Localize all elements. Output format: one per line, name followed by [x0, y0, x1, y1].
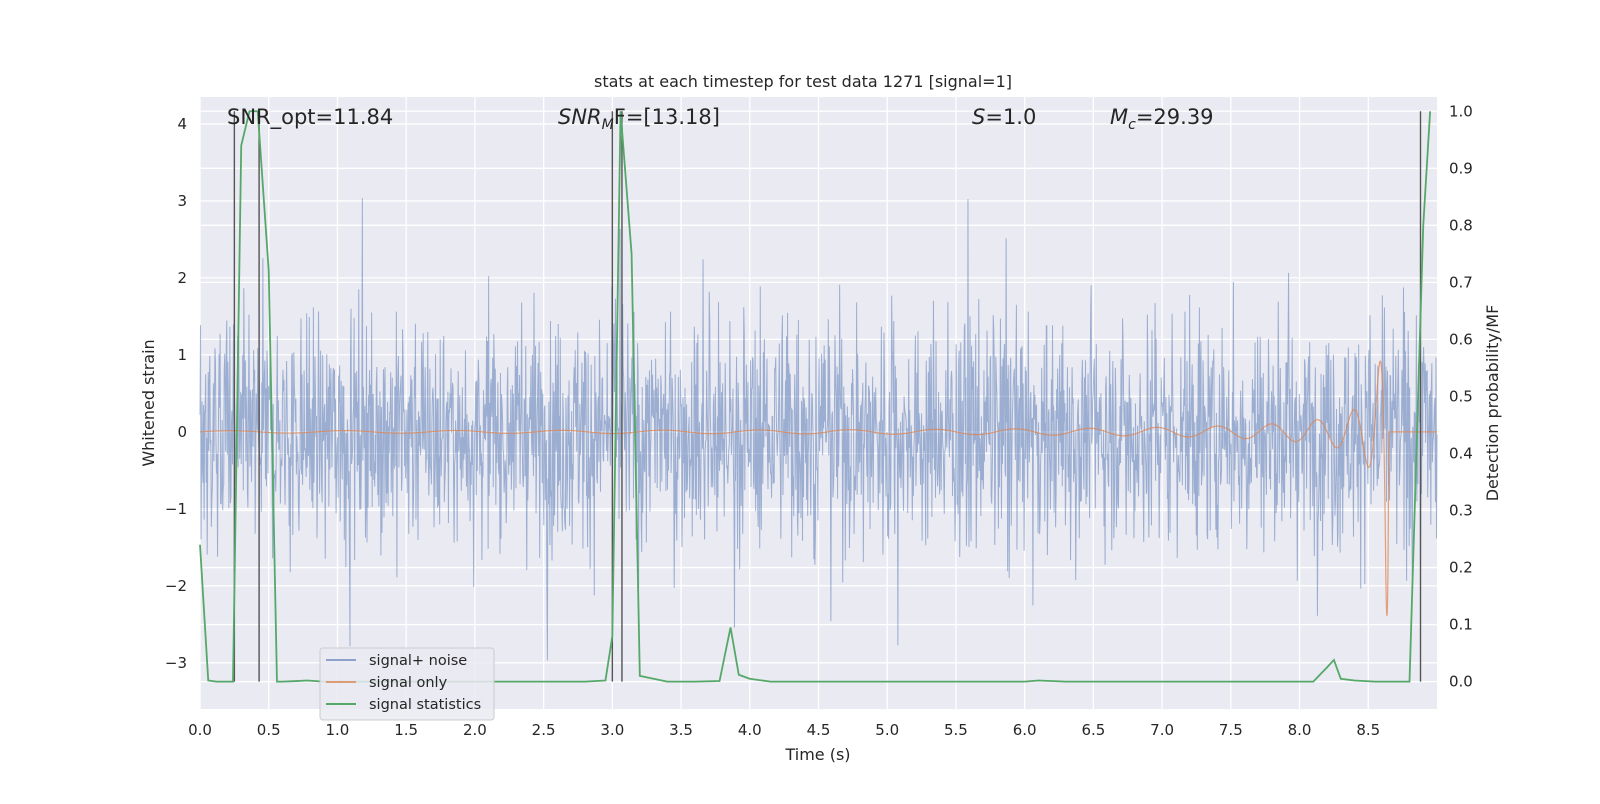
y2-tick-label: 0.8 [1449, 216, 1473, 234]
y2-tick-label: 0.2 [1449, 559, 1473, 577]
legend-box [319, 647, 495, 721]
y2-tick-label: 0.6 [1449, 330, 1473, 348]
signal-only-series [199, 360, 1437, 616]
x-tick-labels: 0.0 0.5 1.0 1.5 2.0 2.5 3.0 3.5 4.0 4.5 5.0 5.5 6.0 6… [188, 721, 1380, 739]
x-tick-label: 8.0 [1288, 721, 1312, 739]
x-tick-label: 1.5 [394, 721, 418, 739]
signal-noise-trace [199, 198, 1438, 661]
x-tick-label: 2.5 [532, 721, 556, 739]
y2-tick-label: 0.5 [1449, 387, 1473, 405]
y2-tick-label: 0.3 [1449, 502, 1473, 520]
y-tick-label: 0 [177, 423, 187, 441]
y-tick-label: −2 [165, 577, 187, 595]
signal-noise-series [199, 198, 1438, 661]
signal-statistics-series [199, 110, 1432, 683]
legend-label-signal-noise: signal+ noise [369, 653, 467, 669]
y-tick-labels: −3 −2 −1 0 1 2 3 4 [165, 115, 187, 672]
x-tick-label: 5.0 [875, 721, 899, 739]
snr-mf-sub: M [602, 117, 614, 133]
y-tick-label: −1 [165, 500, 187, 518]
y2-axis-label: Detection probability/MF [1483, 305, 1502, 502]
annotation-mc: Mc=29.39 [1110, 105, 1214, 133]
y-tick-label: −3 [165, 654, 187, 672]
legend-label-signal-only: signal only [369, 675, 448, 691]
s-var: S [972, 105, 985, 129]
s-rest: =1.0 [985, 105, 1036, 129]
x-tick-label: 8.5 [1356, 721, 1380, 739]
x-tick-label: 7.5 [1219, 721, 1243, 739]
x-tick-label: 0.0 [188, 721, 212, 739]
y2-tick-label: 0.7 [1449, 273, 1473, 291]
mc-sub: c [1128, 117, 1136, 133]
y2-tick-label: 0.4 [1449, 444, 1473, 462]
y-tick-label: 3 [177, 192, 187, 210]
x-tick-label: 2.0 [463, 721, 487, 739]
y2-tick-label: 1.0 [1449, 102, 1473, 120]
y2-tick-label: 0.0 [1449, 673, 1473, 691]
annotation-snr-mf: SNRMF=[13.18] [558, 105, 720, 133]
legend: signal+ noise signal only signal statist… [319, 647, 495, 721]
snr-mf-rest: F=[13.18] [614, 105, 720, 129]
y-tick-label: 4 [177, 115, 187, 133]
annotation-snr-opt: SNR_opt=11.84 [227, 105, 393, 130]
x-tick-label: 3.0 [600, 721, 624, 739]
x-tick-label: 0.5 [257, 721, 281, 739]
y2-tick-label: 0.9 [1449, 159, 1473, 177]
annotation-s: S=1.0 [972, 105, 1036, 129]
mc-var: M [1110, 105, 1128, 129]
x-axis-label: Time (s) [784, 745, 850, 764]
y2-tick-labels: 0.0 0.1 0.2 0.3 0.4 0.5 0.6 0.7 0.8 0.9 1.0 [1449, 102, 1473, 690]
mc-rest: =29.39 [1136, 105, 1214, 129]
snr-mf-main: SNR [558, 105, 602, 129]
y-tick-label: 1 [177, 346, 187, 364]
x-tick-label: 1.0 [326, 721, 350, 739]
y-axis-label: Whitened strain [139, 339, 158, 466]
chart-title: stats at each timestep for test data 127… [594, 72, 1012, 91]
x-tick-label: 4.0 [738, 721, 762, 739]
y-tick-label: 2 [177, 269, 187, 287]
x-tick-label: 6.0 [1013, 721, 1037, 739]
x-tick-label: 4.5 [807, 721, 831, 739]
x-tick-label: 6.5 [1081, 721, 1105, 739]
legend-label-signal-statistics: signal statistics [369, 697, 481, 713]
x-tick-label: 3.5 [669, 721, 693, 739]
x-tick-label: 7.0 [1150, 721, 1174, 739]
y2-tick-label: 0.1 [1449, 616, 1473, 634]
x-tick-label: 5.5 [944, 721, 968, 739]
